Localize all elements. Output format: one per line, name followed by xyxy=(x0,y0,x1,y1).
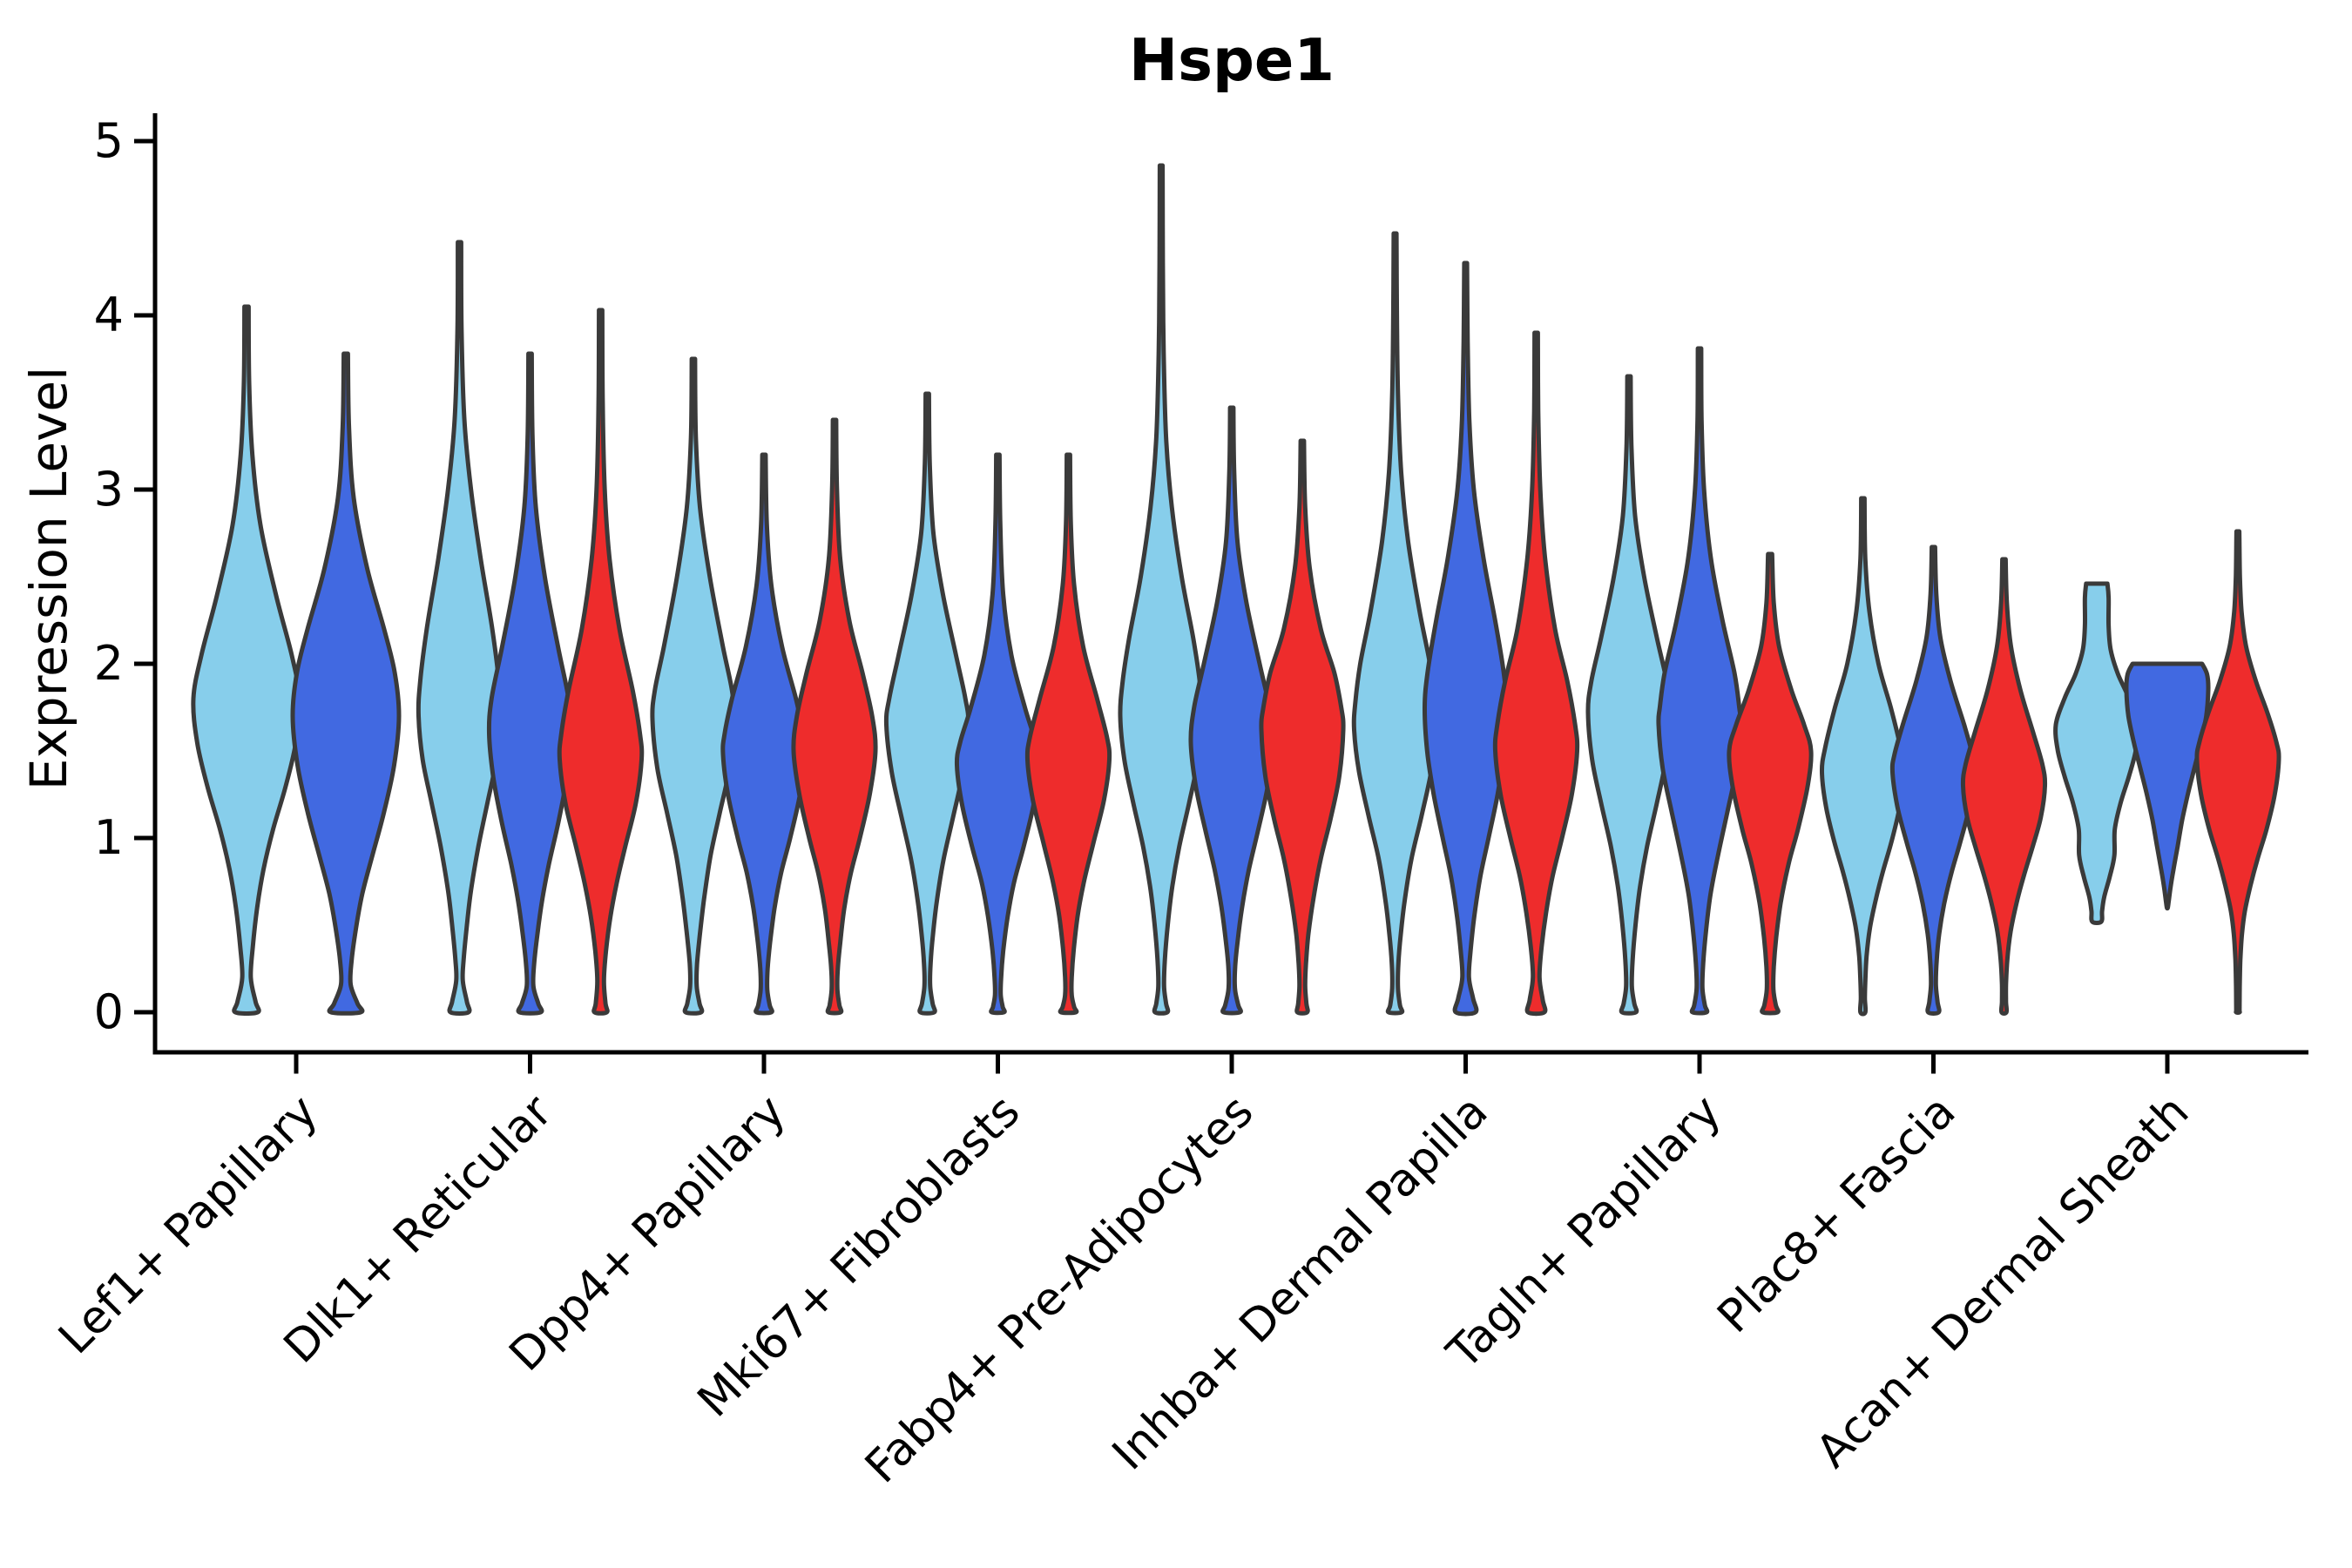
violin-dpp4-red xyxy=(791,417,878,1016)
violin-tagln-lightblue xyxy=(1585,374,1673,1016)
violin-lef1-blue xyxy=(290,351,402,1016)
violin-plac8-red xyxy=(1960,557,2048,1016)
violin-lef1-lightblue xyxy=(191,304,302,1016)
y-tick-label-5: 5 xyxy=(93,113,124,168)
violin-fabp4-blue xyxy=(1188,405,1275,1016)
y-tick-label-1: 1 xyxy=(93,810,124,865)
y-tick-label-3: 3 xyxy=(93,462,124,517)
violin-acan-red xyxy=(2194,529,2281,1016)
violin-mki67-red xyxy=(1024,452,1112,1016)
violin-inhba-blue xyxy=(1422,260,1510,1017)
violin-mki67-lightblue xyxy=(883,391,971,1016)
violin-dlk1-red xyxy=(557,308,645,1016)
violin-acan-lightblue xyxy=(2053,581,2140,925)
violin-mki67-blue xyxy=(954,452,1042,1016)
y-tick-label-2: 2 xyxy=(93,636,124,691)
violin-dpp4-lightblue xyxy=(650,356,737,1016)
violin-acan-blue xyxy=(2124,661,2211,911)
violin-plac8-lightblue xyxy=(1819,496,1907,1017)
violin-fabp4-red xyxy=(1259,438,1346,1016)
violin-dlk1-lightblue xyxy=(416,240,504,1016)
violin-inhba-lightblue xyxy=(1351,231,1439,1016)
violin-fabp4-lightblue xyxy=(1118,163,1205,1016)
y-tick-label-4: 4 xyxy=(93,287,124,342)
violin-dlk1-blue xyxy=(486,351,574,1016)
y-tick-label-0: 0 xyxy=(93,984,124,1039)
chart-title: Hspe1 xyxy=(1129,26,1335,94)
violin-inhba-red xyxy=(1492,330,1580,1017)
violin-tagln-blue xyxy=(1656,346,1743,1016)
violin-tagln-red xyxy=(1727,551,1814,1016)
